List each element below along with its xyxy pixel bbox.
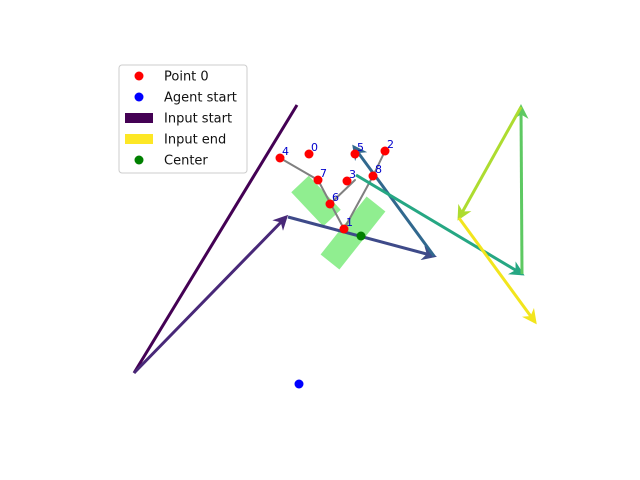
point-label-7: 7 (320, 167, 327, 180)
point-8 (368, 171, 378, 181)
point-label-3: 3 (349, 168, 356, 181)
legend-label-4: Center (164, 154, 208, 169)
point-label-5: 5 (357, 141, 364, 154)
legend-label-2: Input start (164, 112, 232, 127)
path-segment-3 (372, 150, 386, 177)
legend-swatch-4 (134, 155, 144, 165)
region-band-1 (291, 175, 341, 227)
point-label-2: 2 (387, 138, 394, 151)
point-4 (275, 153, 285, 163)
legend-label-0: Point 0 (164, 70, 209, 85)
path-segment-0 (279, 157, 319, 181)
point-label-6: 6 (332, 191, 339, 204)
center-marker (356, 231, 366, 241)
point-6 (325, 199, 335, 209)
legend-swatch-2 (125, 113, 153, 123)
point-3 (342, 176, 352, 186)
legend-label-1: Agent start (164, 91, 237, 106)
path-segment-4 (329, 179, 356, 205)
point-label-8: 8 (375, 163, 382, 176)
agent-start-marker (294, 379, 304, 389)
point-5 (350, 149, 360, 159)
input-stroke-6 (457, 106, 523, 221)
legend: Point 0 Agent start Input start Input end Ce… (118, 64, 248, 174)
path-segment-2 (343, 175, 374, 230)
points-layer: 0 1 2 3 4 5 67 8 (275, 138, 394, 389)
input-stroke-5 (513, 104, 529, 275)
legend-swatch-0 (134, 71, 144, 81)
legend-label-3: Input end (164, 133, 226, 148)
point-0 (304, 149, 314, 159)
input-stroke-3 (352, 144, 436, 257)
point-label-4: 4 (282, 145, 289, 158)
point-label-1: 1 (346, 216, 353, 229)
point-label-0: 0 (311, 141, 318, 154)
input-stroke-0 (132, 104, 299, 374)
point-1 (339, 224, 349, 234)
input-strokes-layer (132, 104, 537, 375)
input-stroke-7 (457, 217, 537, 325)
point-2 (380, 146, 390, 156)
input-stroke-1 (132, 214, 289, 375)
path-layer (279, 150, 386, 230)
point-7 (313, 175, 323, 185)
legend-swatch-3 (125, 134, 153, 144)
legend-frame (118, 64, 248, 174)
legend-swatch-1 (134, 92, 144, 102)
input-stroke-4 (355, 173, 525, 276)
